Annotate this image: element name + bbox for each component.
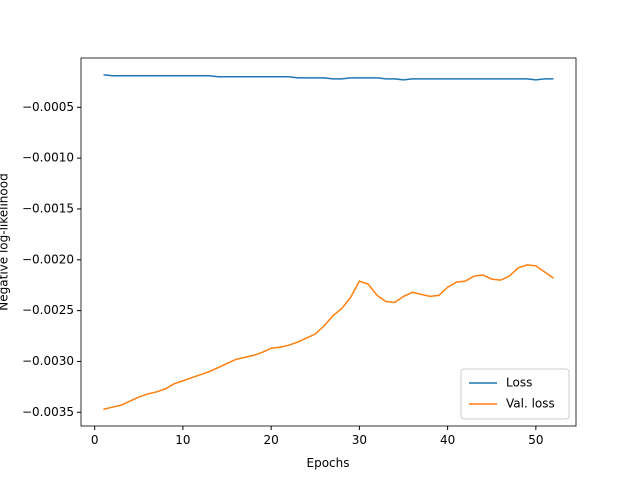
y-tick-label: −0.0015: [22, 201, 74, 215]
x-tick-label: 10: [175, 433, 190, 447]
y-tick-label: −0.0005: [22, 100, 74, 114]
x-tick-label: 20: [264, 433, 279, 447]
y-tick-label: −0.0035: [22, 405, 74, 419]
y-tick-label: −0.0020: [22, 252, 74, 266]
legend-label: Loss: [506, 376, 532, 390]
y-tick-label: −0.0030: [22, 354, 74, 368]
y-axis-label: Negative log-likelihood: [0, 173, 11, 310]
y-tick-label: −0.0025: [22, 303, 74, 317]
y-tick-label: −0.0010: [22, 151, 74, 165]
x-tick-label: 50: [528, 433, 543, 447]
x-tick-label: 40: [440, 433, 455, 447]
series-line: [103, 264, 554, 410]
x-tick-label: 30: [352, 433, 367, 447]
series-line: [103, 74, 554, 81]
x-tick-label: 0: [91, 433, 99, 447]
legend-box: [460, 368, 570, 420]
legend-label: Val. loss: [506, 397, 555, 411]
x-axis-label: Epochs: [307, 456, 350, 470]
plot-frame: [80, 57, 577, 427]
